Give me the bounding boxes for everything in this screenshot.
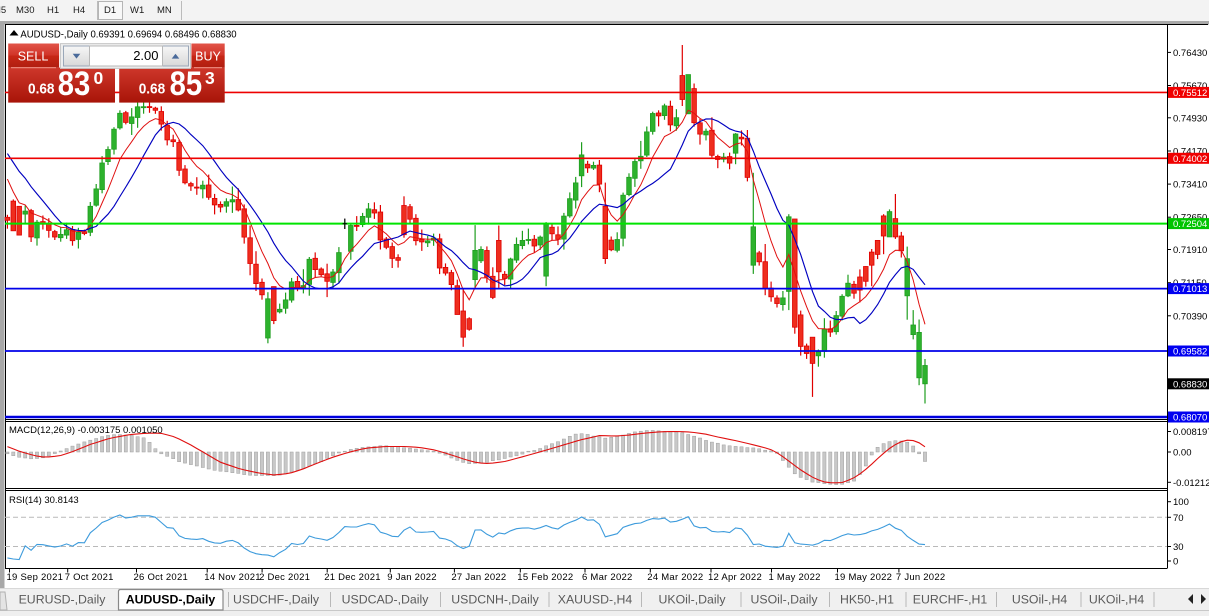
svg-text:USDCNH-,Daily: USDCNH-,Daily	[451, 593, 539, 607]
svg-text:0.71013: 0.71013	[1173, 284, 1207, 295]
svg-text:2.00: 2.00	[133, 48, 158, 63]
svg-text:UKOil-,Daily: UKOil-,Daily	[659, 593, 727, 607]
svg-text:0.74930: 0.74930	[1173, 113, 1207, 124]
svg-text:0.00: 0.00	[1173, 448, 1192, 459]
svg-text:MACD(12,26,9) -0.003175 0.0010: MACD(12,26,9) -0.003175 0.001050	[9, 425, 163, 436]
svg-text:24 Mar 2022: 24 Mar 2022	[647, 572, 703, 583]
svg-text:EURCHF-,H1: EURCHF-,H1	[913, 593, 988, 607]
svg-text:0.68: 0.68	[28, 81, 55, 98]
svg-text:70: 70	[1173, 513, 1184, 524]
svg-text:0.008197: 0.008197	[1173, 427, 1209, 438]
svg-text:15 Feb 2022: 15 Feb 2022	[517, 572, 573, 583]
svg-text:0.76430: 0.76430	[1173, 48, 1207, 59]
svg-text:USOil-,H4: USOil-,H4	[1012, 593, 1068, 607]
svg-text:W1: W1	[130, 5, 144, 16]
svg-text:19 Sep 2021: 19 Sep 2021	[7, 572, 64, 583]
svg-text:0: 0	[1173, 557, 1178, 568]
svg-text:19 May 2022: 19 May 2022	[835, 572, 893, 583]
svg-text:BUY: BUY	[195, 50, 221, 64]
svg-text:1 May 2022: 1 May 2022	[769, 572, 821, 583]
svg-text:0.68070: 0.68070	[1173, 413, 1207, 424]
svg-text:27 Jan 2022: 27 Jan 2022	[451, 572, 506, 583]
svg-text:MN: MN	[157, 5, 172, 16]
svg-text:14 Nov 2021: 14 Nov 2021	[204, 572, 261, 583]
svg-text:M5: M5	[0, 5, 6, 16]
svg-text:0.75670: 0.75670	[1173, 81, 1207, 92]
svg-text:0.68830: 0.68830	[1173, 379, 1207, 390]
svg-text:0.75512: 0.75512	[1173, 88, 1207, 99]
svg-text:100: 100	[1173, 497, 1189, 508]
svg-text:AUDUSD-,Daily 0.69391 0.69694: AUDUSD-,Daily 0.69391 0.69694 0.68496 0.…	[20, 30, 237, 41]
svg-text:0: 0	[94, 68, 104, 88]
svg-text:USDCAD-,Daily: USDCAD-,Daily	[342, 593, 430, 607]
svg-text:0.72504: 0.72504	[1173, 219, 1207, 230]
svg-text:6 Mar 2022: 6 Mar 2022	[582, 572, 633, 583]
svg-text:D1: D1	[104, 5, 116, 16]
svg-text:XAUUSD-,H4: XAUUSD-,H4	[558, 593, 633, 607]
svg-text:H1: H1	[47, 5, 59, 16]
svg-text:H4: H4	[73, 5, 85, 16]
svg-text:26 Oct 2021: 26 Oct 2021	[134, 572, 189, 583]
svg-text:7 Jun 2022: 7 Jun 2022	[896, 572, 946, 583]
svg-text:0.74170: 0.74170	[1173, 147, 1207, 158]
svg-text:0.70390: 0.70390	[1173, 311, 1207, 322]
svg-text:0.68: 0.68	[139, 81, 166, 98]
svg-text:7 Oct 2021: 7 Oct 2021	[65, 572, 114, 583]
svg-text:SELL: SELL	[18, 50, 49, 64]
svg-text:EURUSD-,Daily: EURUSD-,Daily	[19, 593, 107, 607]
svg-text:3: 3	[205, 68, 215, 88]
svg-text:12 Apr 2022: 12 Apr 2022	[708, 572, 762, 583]
svg-text:85: 85	[170, 65, 203, 103]
svg-text:AUDUSD-,Daily: AUDUSD-,Daily	[126, 593, 216, 607]
svg-text:USDCHF-,Daily: USDCHF-,Daily	[233, 593, 320, 607]
svg-text:83: 83	[58, 65, 91, 103]
svg-text:0.69582: 0.69582	[1173, 347, 1207, 358]
svg-text:9 Jan 2022: 9 Jan 2022	[387, 572, 437, 583]
svg-text:HK50-,H1: HK50-,H1	[840, 593, 894, 607]
svg-text:RSI(14) 30.8143: RSI(14) 30.8143	[9, 495, 79, 506]
svg-text:2 Dec 2021: 2 Dec 2021	[259, 572, 310, 583]
svg-text:21 Dec 2021: 21 Dec 2021	[324, 572, 381, 583]
svg-text:30: 30	[1173, 542, 1184, 553]
svg-text:M30: M30	[16, 5, 34, 16]
svg-text:0.73410: 0.73410	[1173, 180, 1207, 191]
svg-text:0.74002: 0.74002	[1173, 154, 1207, 165]
svg-text:USOil-,Daily: USOil-,Daily	[751, 593, 819, 607]
svg-text:0.71910: 0.71910	[1173, 245, 1207, 256]
svg-text:UKOil-,H4: UKOil-,H4	[1089, 593, 1145, 607]
